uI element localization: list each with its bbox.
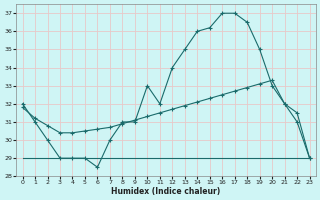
X-axis label: Humidex (Indice chaleur): Humidex (Indice chaleur)	[111, 187, 221, 196]
